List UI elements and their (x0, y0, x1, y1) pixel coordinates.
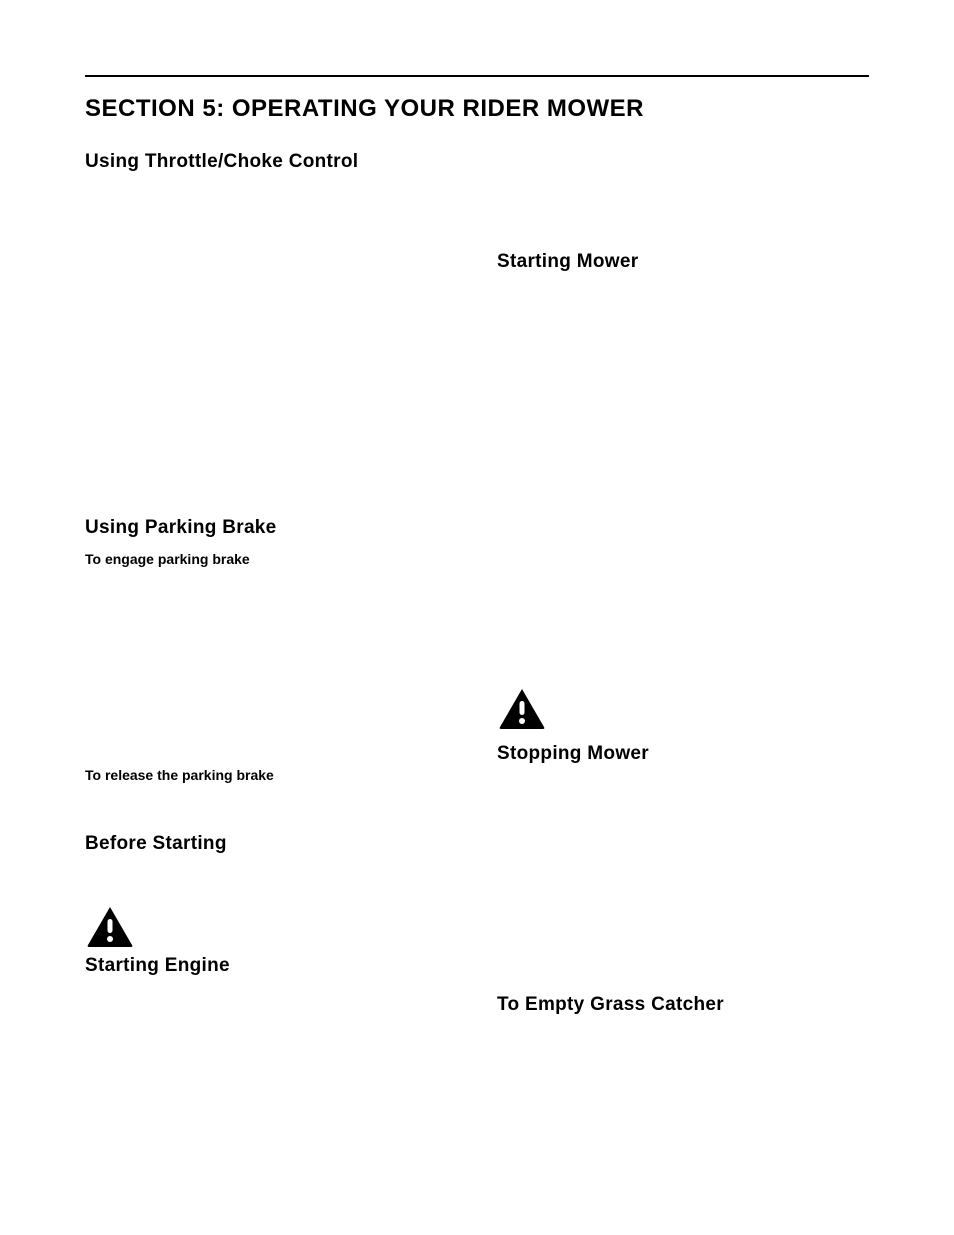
spacer (85, 855, 457, 905)
warning-triangle-icon (85, 905, 135, 947)
heading-stopping-mower: Stopping Mower (497, 743, 869, 765)
section-divider (85, 75, 869, 77)
heading-starting-engine: Starting Engine (85, 955, 457, 977)
spacer (497, 765, 869, 994)
subheading-engage-brake: To engage parking brake (85, 551, 457, 567)
warning-triangle-icon (497, 687, 547, 729)
spacer (497, 151, 869, 251)
heading-starting-mower: Starting Mower (497, 251, 869, 273)
heading-throttle-choke: Using Throttle/Choke Control (85, 151, 457, 173)
spacer (85, 539, 457, 551)
spacer (85, 567, 457, 767)
section-title: SECTION 5: OPERATING YOUR RIDER MOWER (85, 95, 869, 123)
subheading-release-brake: To release the parking brake (85, 767, 457, 783)
heading-empty-grass-catcher: To Empty Grass Catcher (497, 994, 869, 1016)
heading-parking-brake: Using Parking Brake (85, 517, 457, 539)
spacer (497, 729, 869, 743)
spacer (85, 173, 457, 517)
content-columns: Using Throttle/Choke Control Using Parki… (85, 151, 869, 1016)
left-column: Using Throttle/Choke Control Using Parki… (85, 151, 457, 1016)
spacer (85, 783, 457, 833)
spacer (85, 947, 457, 955)
right-column: Starting Mower Stopping Mower To Empty G… (497, 151, 869, 1016)
heading-before-starting: Before Starting (85, 833, 457, 855)
spacer (497, 273, 869, 687)
